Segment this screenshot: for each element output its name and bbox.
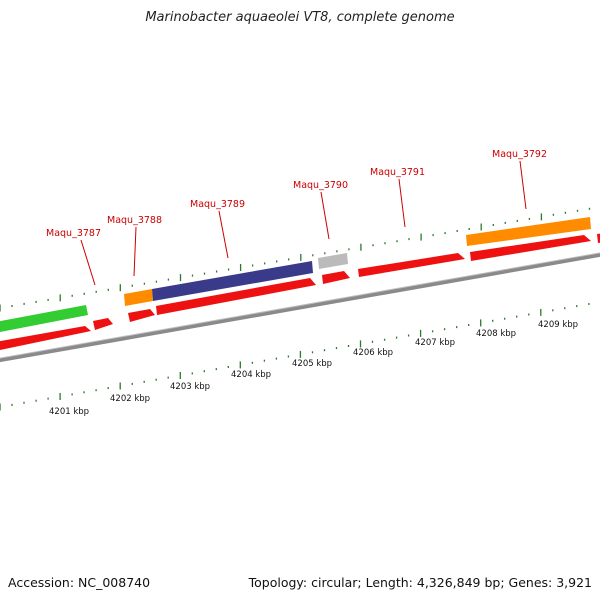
cds-arrow [597, 233, 600, 243]
kbp-label: 4204 kbp [231, 370, 271, 380]
cds-arrow [128, 309, 155, 322]
upper-tick-track [0, 207, 591, 312]
cds-orange-large [466, 217, 591, 246]
label-leader [320, 191, 330, 240]
cds-arrow [93, 318, 113, 330]
cds-purple [152, 261, 313, 301]
gene-label: Maqu_3788 [107, 215, 162, 226]
lower-cds-track [0, 233, 600, 350]
genome-backbone [0, 252, 600, 363]
upper-cds-track [0, 217, 591, 333]
gene-label: Maqu_3789 [190, 199, 245, 210]
gene-labels: Maqu_3787 Maqu_3788 Maqu_3789 Maqu_3790 … [46, 149, 547, 286]
genome-summary-text: Topology: circular; Length: 4,326,849 bp… [248, 575, 592, 590]
label-leader [218, 210, 229, 259]
gene-label: Maqu_3791 [370, 167, 425, 178]
kbp-label: 4207 kbp [415, 338, 455, 348]
label-leader [80, 239, 96, 286]
kbp-label: 4206 kbp [353, 348, 393, 358]
cds-orange-small [124, 289, 153, 306]
kbp-label: 4201 kbp [49, 407, 89, 417]
label-leader [133, 226, 137, 277]
kbp-label: 4209 kbp [538, 320, 578, 330]
cds-arrow [358, 253, 465, 277]
genome-title: Marinobacter aquaeolei VT8, complete gen… [145, 10, 455, 25]
lower-tick-track [0, 303, 590, 411]
kbp-label: 4205 kbp [292, 359, 332, 369]
label-leader [398, 178, 406, 228]
cds-arrow [470, 235, 591, 261]
gene-label: Maqu_3787 [46, 228, 101, 239]
kbp-label: 4208 kbp [476, 329, 516, 339]
cds-arrow [0, 326, 91, 350]
cds-arrow [156, 278, 316, 315]
cds-arrow [322, 271, 350, 284]
cds-gray [318, 253, 348, 269]
kbp-label: 4202 kbp [110, 394, 150, 404]
kbp-label: 4203 kbp [170, 382, 210, 392]
gene-label: Maqu_3792 [492, 149, 547, 160]
gene-label: Maqu_3790 [293, 180, 348, 191]
label-leader [519, 160, 527, 210]
accession-text: Accession: NC_008740 [8, 575, 151, 590]
cds-green [0, 305, 88, 333]
kbp-scale-labels: 4201 kbp 4202 kbp 4203 kbp 4204 kbp 4205… [49, 320, 578, 417]
genome-backbone-highlight [0, 252, 600, 359]
